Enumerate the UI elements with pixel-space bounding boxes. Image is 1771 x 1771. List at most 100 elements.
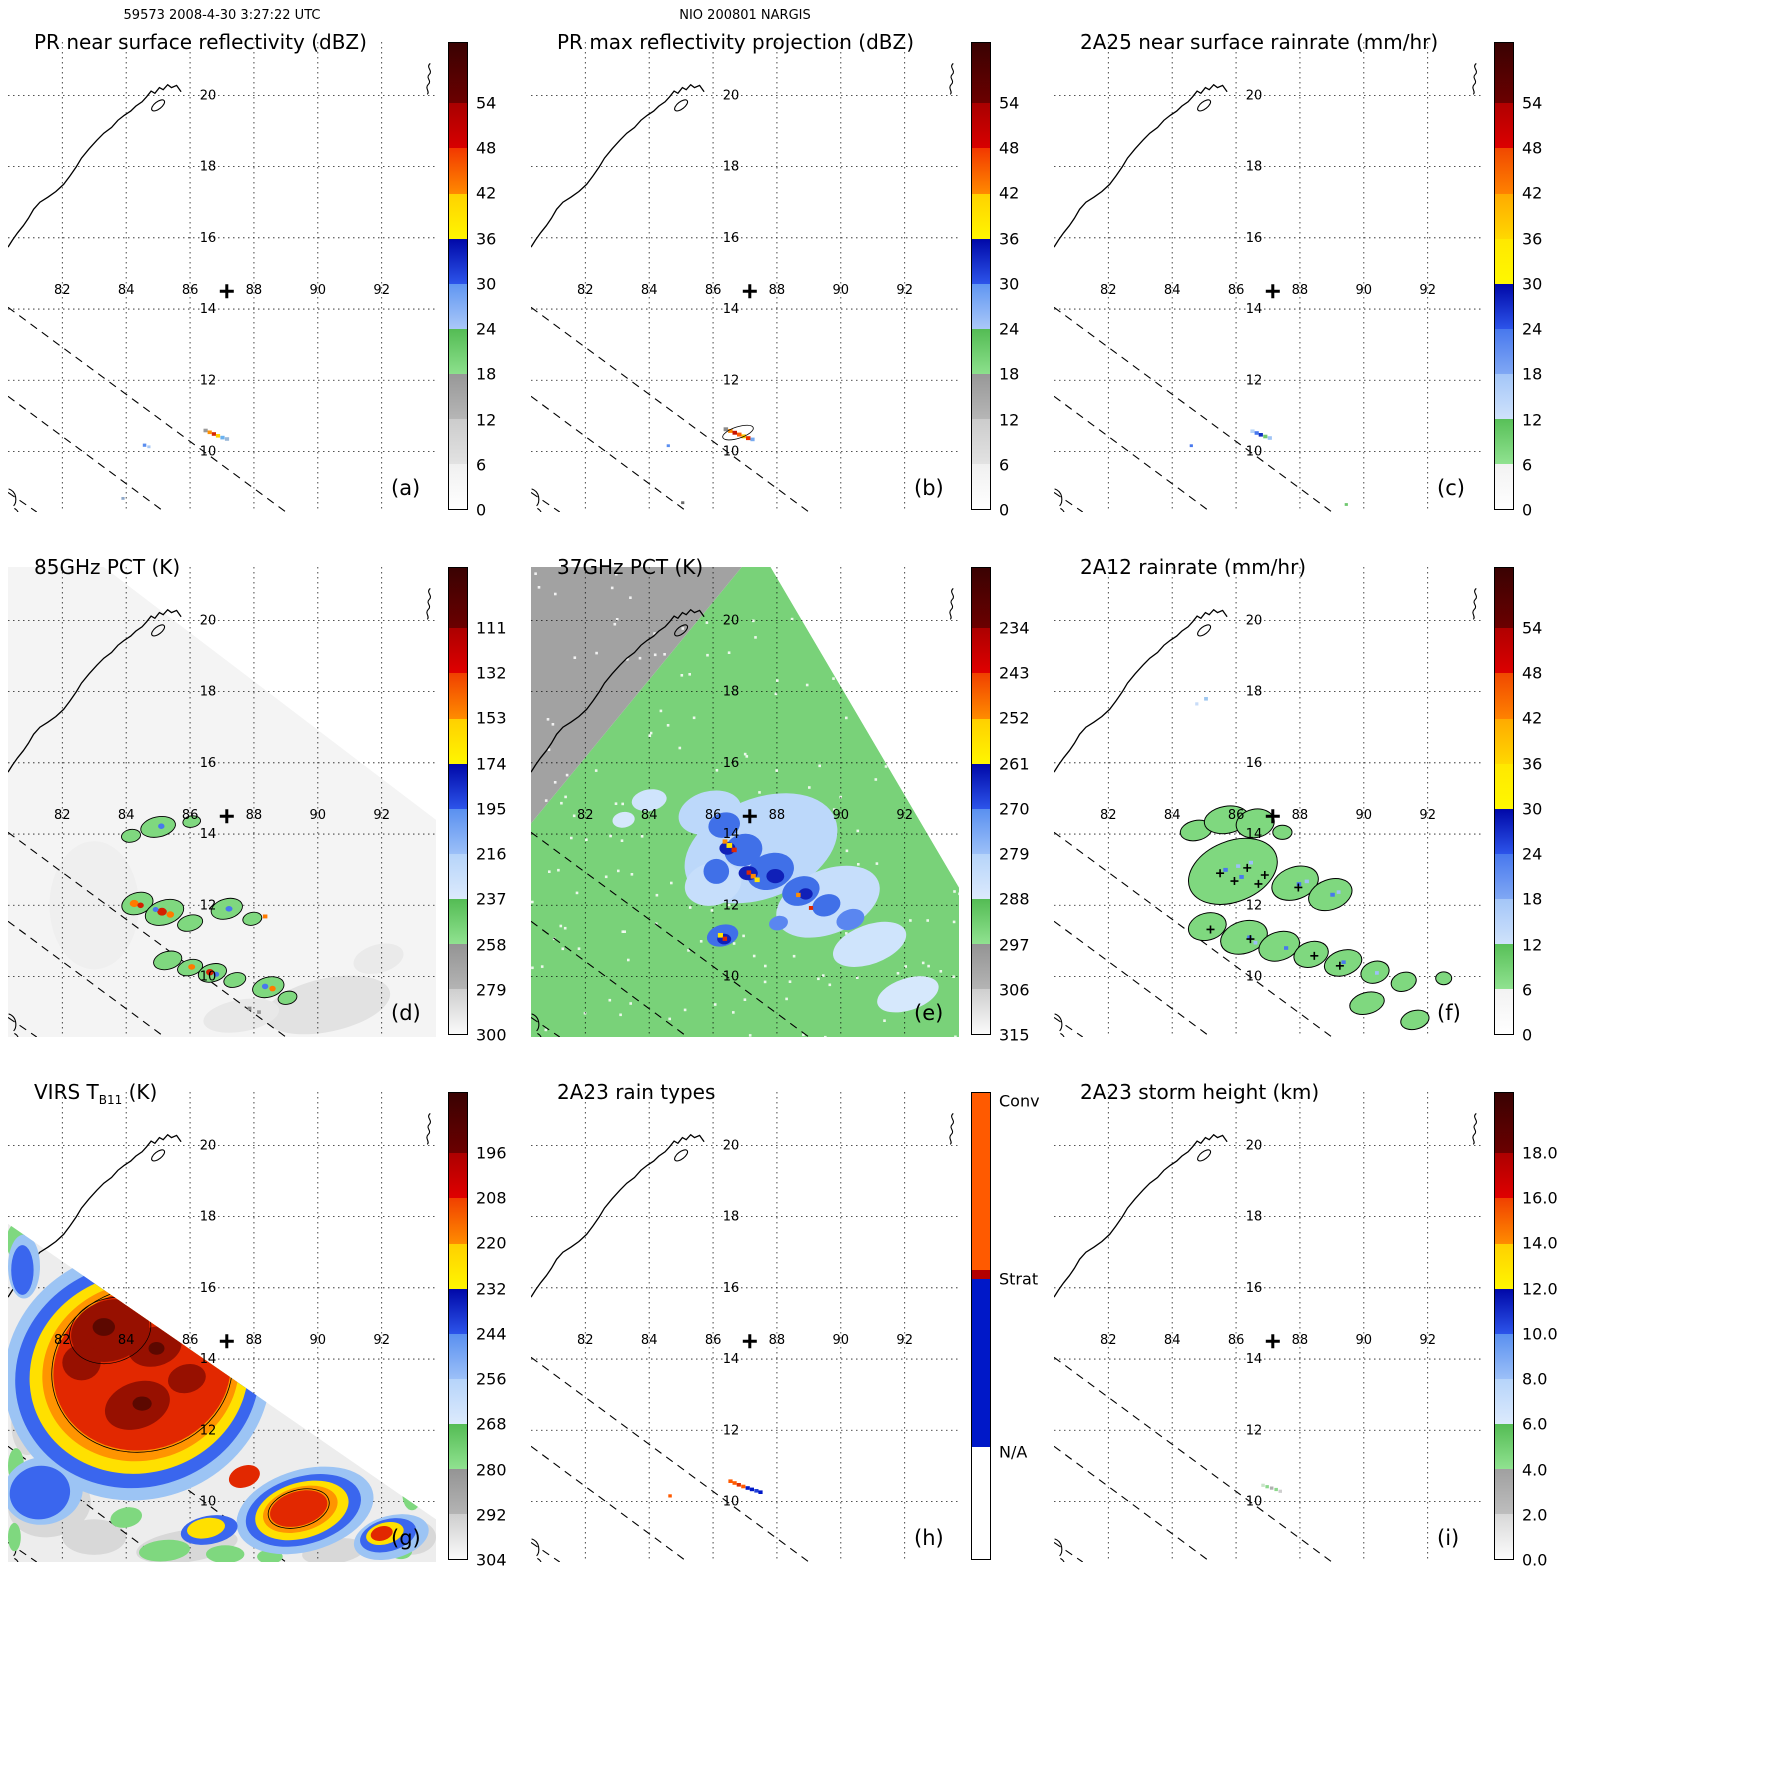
coastline — [1054, 1112, 1477, 1562]
lon-label: 92 — [1419, 283, 1436, 298]
colorbar-tick-label: 270 — [999, 799, 1030, 819]
gridlines — [8, 42, 436, 512]
panel-title-f: 2A12 rainrate (mm/hr) — [1080, 555, 1306, 579]
lon-label: 92 — [1419, 808, 1436, 823]
map-g: 82 84 86 88 90 92 20 18 16 14 12 10 — [8, 1092, 436, 1562]
colorbar-segment — [449, 373, 467, 419]
colorbar-segment — [972, 238, 990, 284]
lon-label: 86 — [705, 283, 722, 298]
lon-label: 86 — [1228, 808, 1245, 823]
lat-label: 18 — [723, 1210, 740, 1225]
lon-label: 86 — [705, 808, 722, 823]
colorbar-segment — [1495, 718, 1513, 764]
colorbar-tick-label: 48 — [1522, 663, 1543, 683]
panel-letter-e: (e) — [914, 1001, 944, 1025]
lon-label: 90 — [310, 1333, 327, 1348]
map-b: 82 84 86 88 90 92 20 18 16 14 12 10 — [531, 42, 959, 512]
lat-label: 16 — [723, 1281, 740, 1296]
colorbar-tick-label: N/A — [999, 1442, 1028, 1462]
lat-label: 14 — [200, 1352, 217, 1367]
panel-title-h: 2A23 rain types — [557, 1080, 715, 1104]
colorbar-c — [1494, 42, 1514, 510]
colorbar-tick-label: 111 — [476, 618, 507, 638]
lat-label: 18 — [1246, 1210, 1263, 1225]
panel-i: 2A23 storm height (km) 82 84 86 88 90 92 20 18 16… — [1054, 1080, 1577, 1595]
colorbar-tick-label: 0.0 — [1522, 1550, 1548, 1570]
colorbar-segment — [1495, 1378, 1513, 1424]
colorbar-tick-label: Strat — [999, 1269, 1039, 1289]
colorbar-tick-label: 12 — [476, 410, 497, 430]
colorbar-tick-label: 258 — [476, 935, 507, 955]
panel-title-b: PR max reflectivity projection (dBZ) — [557, 30, 914, 54]
lat-label: 12 — [200, 898, 217, 913]
colorbar-tick-label: 48 — [1522, 138, 1543, 158]
panel-letter-d: (d) — [391, 1001, 421, 1025]
colorbar-tick-label: 42 — [999, 183, 1020, 203]
lon-label: 88 — [1292, 808, 1309, 823]
colorbar-tick-label: 48 — [476, 138, 497, 158]
colorbar-tick-label: 4.0 — [1522, 1460, 1548, 1480]
storm-center-marker — [1265, 284, 1280, 299]
lat-label: 12 — [723, 1423, 740, 1438]
lon-label: 92 — [1419, 1333, 1436, 1348]
colorbar-tick-label: 234 — [999, 618, 1030, 638]
colorbar-segment — [449, 43, 467, 104]
lon-label: 88 — [769, 283, 786, 298]
colorbar-segment — [449, 328, 467, 374]
colorbar-segment — [1495, 943, 1513, 989]
lat-label: 12 — [200, 373, 217, 388]
gridlines — [531, 1092, 959, 1562]
colorbar-segment — [449, 568, 467, 629]
panel-letter-h: (h) — [914, 1526, 944, 1550]
colorbar-tick-label: 54 — [999, 93, 1020, 113]
colorbar-segment — [1495, 1093, 1513, 1154]
colorbar-segment — [1495, 1153, 1513, 1199]
colorbar-segment — [449, 193, 467, 239]
panel-title-text: 37GHz PCT (K) — [557, 555, 704, 579]
coastline — [1054, 587, 1477, 1037]
lat-label: 20 — [1246, 613, 1263, 628]
lat-label: 20 — [200, 1138, 217, 1153]
colorbar-segment — [1495, 373, 1513, 419]
coastline — [531, 587, 954, 1037]
panel-title-text: 85GHz PCT (K) — [34, 555, 181, 579]
lat-label: 16 — [200, 756, 217, 771]
colorbar-f — [1494, 567, 1514, 1035]
lon-label: 82 — [1100, 283, 1117, 298]
colorbar-segment — [1495, 418, 1513, 464]
colorbar-segment — [449, 808, 467, 854]
gridlines — [1054, 42, 1482, 512]
storm-center-marker — [219, 809, 234, 824]
colorbar-segment — [972, 1270, 990, 1280]
lat-label: 20 — [723, 88, 740, 103]
colorbar-tick-label: 304 — [476, 1550, 507, 1570]
lon-label: 92 — [896, 283, 913, 298]
lon-label: 84 — [641, 283, 658, 298]
axis-labels: 82 84 86 88 90 92 20 18 16 14 12 10 — [54, 1138, 390, 1509]
colorbar-tick-label: 216 — [476, 844, 507, 864]
colorbar-tick-label: 237 — [476, 889, 507, 909]
colorbar-segment — [1495, 238, 1513, 284]
colorbar-segment — [449, 1288, 467, 1334]
swath-edges — [531, 1356, 810, 1562]
panel-title-suffix: (K) — [122, 1080, 158, 1104]
panel-letter-i: (i) — [1437, 1526, 1460, 1550]
colorbar-e — [971, 567, 991, 1035]
colorbar-tick-label: 24 — [1522, 844, 1543, 864]
colorbar-tick-label: 232 — [476, 1279, 507, 1299]
lat-label: 18 — [200, 685, 217, 700]
colorbar-tick-label: 12 — [1522, 410, 1543, 430]
lon-label: 84 — [1164, 1333, 1181, 1348]
colorbar-segment — [1495, 1513, 1513, 1559]
lat-label: 10 — [200, 970, 217, 985]
colorbar-segment — [449, 283, 467, 329]
lon-label: 82 — [1100, 808, 1117, 823]
colorbar-tick-label: 24 — [999, 319, 1020, 339]
lat-label: 10 — [200, 445, 217, 460]
colorbar-segment — [449, 1093, 467, 1154]
colorbar-tick-label: 279 — [999, 844, 1030, 864]
colorbar-tick-label: 0 — [1522, 500, 1533, 520]
lat-label: 16 — [200, 1281, 217, 1296]
lon-label: 88 — [246, 283, 263, 298]
colorbar-segment — [972, 193, 990, 239]
